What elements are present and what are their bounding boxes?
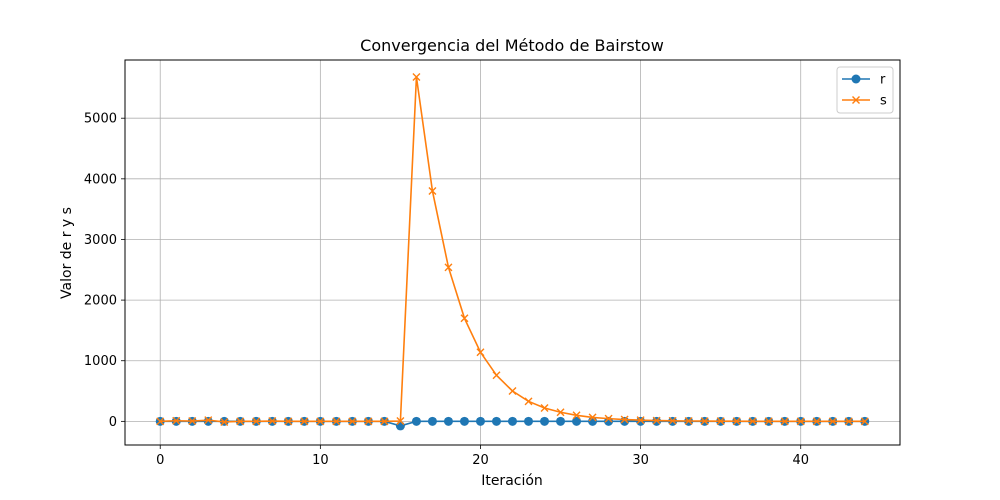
series-s-point xyxy=(556,408,565,417)
series-s-point xyxy=(300,417,309,426)
series-s-point xyxy=(412,72,421,81)
series-r-point xyxy=(556,416,566,426)
series-r-point xyxy=(411,416,421,426)
series-s-point xyxy=(476,348,485,357)
y-tick-label: 5000 xyxy=(84,112,117,127)
series-s-point xyxy=(604,414,613,423)
legend-swatch-marker xyxy=(852,96,860,104)
series-s-point xyxy=(380,417,389,426)
series-s-line xyxy=(160,76,865,423)
x-axis-title: Iteración xyxy=(481,473,543,489)
y-tick-label: 1000 xyxy=(84,354,117,369)
series-s-point xyxy=(508,387,517,396)
series-s-point xyxy=(828,417,837,426)
series-s-point xyxy=(812,417,821,426)
series-s-point xyxy=(364,417,373,426)
series-s-point xyxy=(348,417,357,426)
y-tick-label: 2000 xyxy=(84,294,117,309)
series-s-point xyxy=(220,417,229,426)
series-s-point xyxy=(780,417,789,426)
series-s-point xyxy=(732,417,741,426)
series-s-point xyxy=(188,417,197,426)
series-r-point xyxy=(508,416,517,426)
series-s-point xyxy=(396,417,405,426)
series-s-point xyxy=(764,417,773,426)
x-tick-label: 0 xyxy=(156,453,164,468)
series-s-point xyxy=(460,314,469,323)
series-s-point xyxy=(652,416,661,425)
series-r-point xyxy=(475,416,485,426)
legend-label: r xyxy=(880,73,886,88)
series-s-point xyxy=(428,186,437,195)
legend-label: s xyxy=(880,94,887,109)
grid-layer xyxy=(125,60,900,445)
series-r-point xyxy=(491,416,501,426)
series-r-point xyxy=(203,416,213,426)
x-tick-label: 20 xyxy=(472,453,489,468)
plot-frame xyxy=(124,59,901,446)
series-r-point xyxy=(540,416,550,426)
series-s-point xyxy=(700,417,709,426)
y-axis-title: Valor de r y s xyxy=(59,207,75,299)
legend-swatch-marker xyxy=(851,74,861,84)
series-s-point xyxy=(540,404,549,413)
chart-title: Convergencia del Método de Bairstow xyxy=(360,36,664,55)
series-s-point xyxy=(444,263,453,272)
series-r-point xyxy=(427,416,437,426)
series-r-point xyxy=(620,416,630,426)
series-s-point xyxy=(316,417,325,426)
series-s-point xyxy=(204,416,213,425)
x-tick-label: 10 xyxy=(312,453,329,468)
ticks-layer: 0 10 20 30 40 0 1000 2000 3000 4000 5000 xyxy=(84,112,809,468)
series-s-point xyxy=(684,416,693,425)
series-s-point xyxy=(796,417,805,426)
series-s-point xyxy=(860,417,869,426)
series-r-point xyxy=(395,421,405,431)
y-tick-label: 4000 xyxy=(84,172,117,187)
series-layer xyxy=(155,72,870,431)
series-r-point xyxy=(459,416,469,426)
series-s-point xyxy=(156,417,165,426)
series-r-point xyxy=(636,416,646,426)
series-r-point xyxy=(524,416,534,426)
series-s-point xyxy=(716,417,725,426)
series-s-point xyxy=(172,416,181,425)
series-s-point xyxy=(620,415,629,424)
x-tick-label: 30 xyxy=(632,453,649,468)
series-r-point xyxy=(572,416,582,426)
y-tick-label: 3000 xyxy=(84,233,117,248)
series-s-point xyxy=(588,413,597,422)
series-s-point xyxy=(492,371,501,380)
series-s-point xyxy=(572,411,581,420)
series-s-point xyxy=(252,417,261,426)
y-tick-label: 0 xyxy=(109,415,117,430)
x-tick-label: 40 xyxy=(792,453,809,468)
series-r-point xyxy=(443,416,453,426)
series-s-point xyxy=(636,416,645,425)
legend: rs xyxy=(836,66,894,114)
series-s-point xyxy=(524,397,533,406)
series-s-point xyxy=(284,417,293,426)
series-s-point xyxy=(668,416,677,425)
series-s-point xyxy=(236,417,245,426)
series-s-point xyxy=(748,417,757,426)
series-s-point xyxy=(268,417,277,426)
series-s-point xyxy=(332,417,341,426)
series-s-point xyxy=(844,417,853,426)
